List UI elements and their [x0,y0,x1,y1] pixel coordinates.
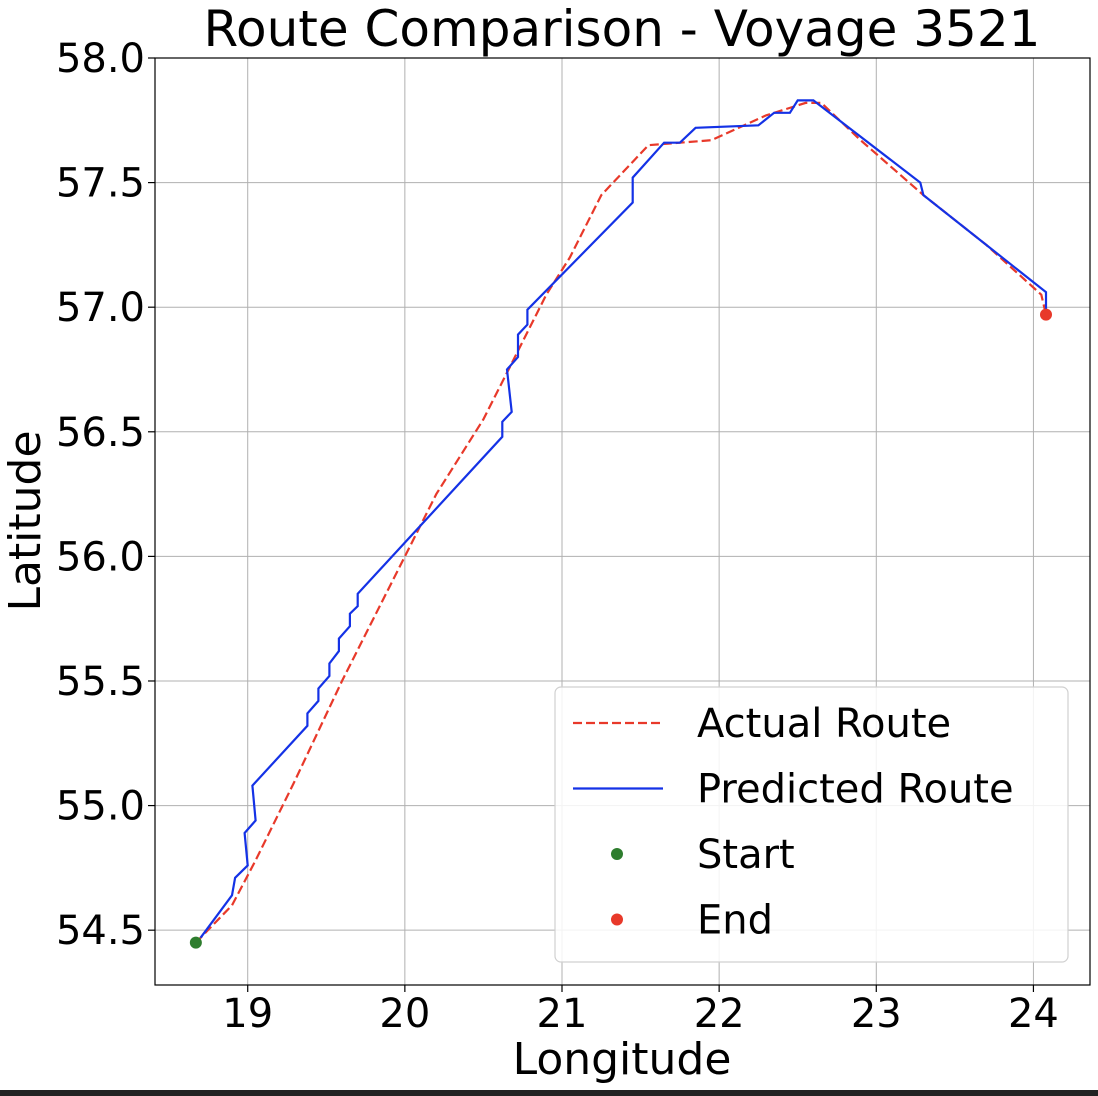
legend-marker [611,913,623,926]
route-line [199,99,1048,939]
y-tick-label: 56.0 [56,534,145,580]
chart-title: Route Comparison - Voyage 3521 [203,0,1040,58]
y-tick-label: 57.5 [56,161,145,207]
y-tick-label: 57.0 [56,285,145,331]
plot-frame [154,57,1091,986]
x-tick-label: 20 [379,991,430,1037]
route-line [195,101,1048,944]
x-tick-label: 24 [1008,991,1059,1037]
legend-label: Actual Route [697,701,951,747]
legend-marker [611,848,623,860]
y-tick-label: 56.5 [56,410,145,456]
point-marker [1040,308,1052,321]
y-tick-label: 58.0 [56,36,145,82]
x-tick-label: 23 [851,991,902,1037]
x-axis-label: Longitude [513,1034,732,1085]
legend-label: Predicted Route [697,767,1014,813]
x-tick-label: 19 [222,991,273,1037]
x-tick-label: 22 [694,991,745,1037]
legend-label: Start [697,832,795,878]
x-tick-label: 21 [537,991,588,1037]
y-tick-label: 55.5 [56,659,145,705]
screen-edge [0,1090,1098,1096]
legend-box [554,686,1069,963]
y-tick-label: 55.0 [56,784,145,830]
point-marker [189,936,202,949]
y-axis-label: Latitude [0,430,51,611]
y-tick-label: 54.5 [56,908,145,954]
legend-label: End [697,898,773,944]
